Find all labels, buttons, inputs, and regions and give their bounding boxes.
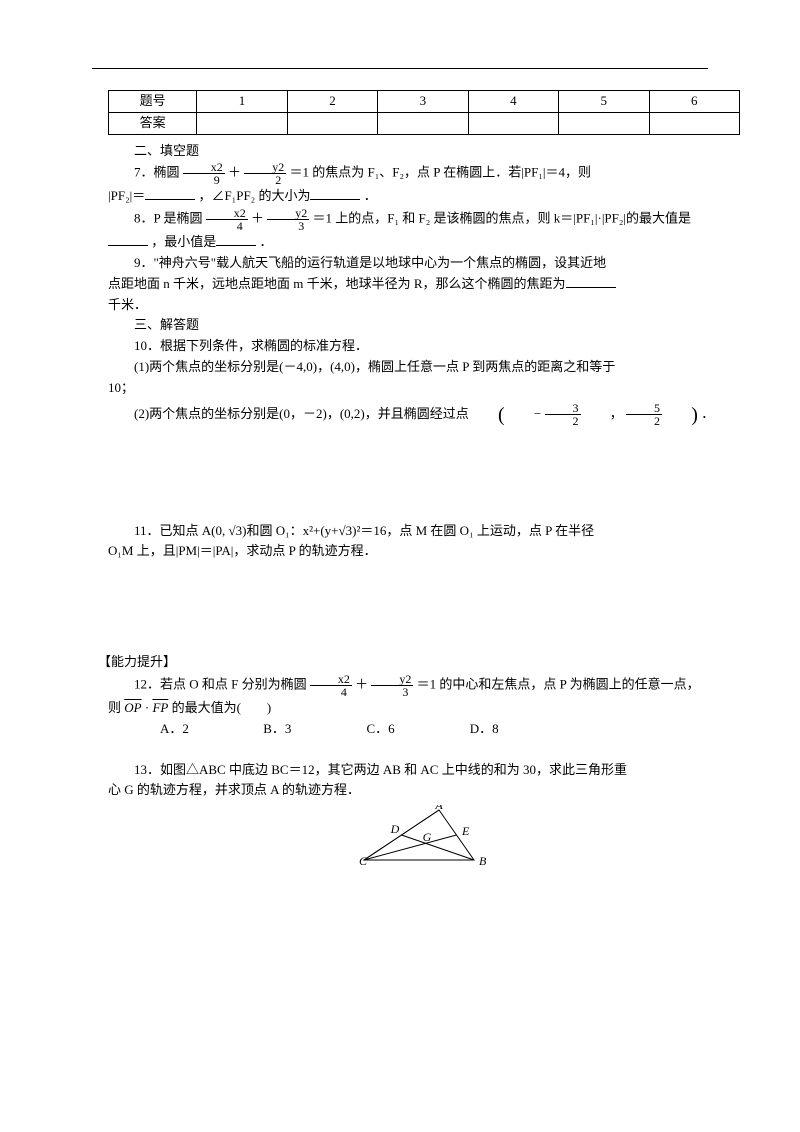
plus-sign: ＋ xyxy=(228,165,241,180)
table-row: 题号 1 2 3 4 5 6 xyxy=(109,91,740,113)
q12-l2b: 的最大值为( ) xyxy=(172,700,272,715)
frac: 32 xyxy=(545,402,581,427)
q8-mid: ＝1 上的点，F₁ 和 F₂ 是该椭圆的焦点，则 k＝|PF₁|·|PF₂|的最… xyxy=(313,211,692,226)
lbl-g: G xyxy=(423,830,432,844)
blank-field xyxy=(108,233,148,246)
table-row: 答案 xyxy=(109,112,740,134)
q9-l1: 9．"神舟六号"载人航天飞船的运行轨道是以地球中心为一个焦点的椭圆，设其近地 xyxy=(108,253,740,274)
q7-l2c: ． xyxy=(364,188,377,203)
q13-l1: 13．如图△ABC 中底边 BC＝12，其它两边 AB 和 AC 上中线的和为 … xyxy=(108,760,740,781)
blank-field xyxy=(216,233,256,246)
neg-sign: − xyxy=(508,404,541,425)
plus-sign: ＋ xyxy=(355,676,368,691)
th-3: 3 xyxy=(378,91,468,113)
th-2: 2 xyxy=(287,91,377,113)
opt-a: A．2 xyxy=(134,719,234,740)
q10-p2a: (2)两个焦点的坐标分别是(0，－2)，(0,2)，并且椭圆经过点 xyxy=(134,406,469,421)
lbl-a: A xyxy=(434,805,443,812)
opt-c: C．6 xyxy=(341,719,441,740)
lbl-c: C xyxy=(359,854,368,868)
plus-sign: ＋ xyxy=(251,211,264,226)
q12-pre: 12．若点 O 和点 F 分别为椭圆 xyxy=(134,676,307,691)
section-solve: 三、解答题 xyxy=(108,315,740,336)
frac: y23 xyxy=(371,673,413,698)
frac: x24 xyxy=(206,207,248,232)
q7-l2a: |PF₂|＝ xyxy=(108,188,145,203)
whitespace-gap xyxy=(108,740,740,760)
q10-p2: (2)两个焦点的坐标分别是(0，－2)，(0,2)，并且椭圆经过点 ( − 32… xyxy=(108,399,740,431)
q9-l2: 点距地面 n 千米，远地点距地面 m 千米，地球半径为 R，那么这个椭圆的焦距为 xyxy=(108,274,740,295)
th-4: 4 xyxy=(468,91,558,113)
section-fill-blanks: 二、填空题 xyxy=(108,141,740,162)
frac: y22 xyxy=(244,161,286,186)
q7-l2b: ，∠F₁PF₂ 的大小为 xyxy=(198,188,310,203)
q8-pre: 8．P 是椭圆 xyxy=(134,211,203,226)
document-body: 题号 1 2 3 4 5 6 答案 二、填空题 7．椭圆 x29 ＋ y22 ＝… xyxy=(108,90,740,870)
q9-l2a: 点距地面 n 千米，远地点距地面 m 千米，地球半径为 R，那么这个椭圆的焦距为 xyxy=(108,276,566,291)
blank-field xyxy=(566,275,616,288)
lbl-e: E xyxy=(461,824,470,838)
q8-line2: ，最小值是 ． xyxy=(108,232,740,253)
whitespace-gap xyxy=(108,562,740,652)
lbl-b: B xyxy=(479,854,487,868)
opt-d: D．8 xyxy=(444,719,544,740)
q12-options: A．2 B．3 C．6 D．8 xyxy=(108,719,740,740)
blank-field xyxy=(145,187,195,200)
q7-line1: 7．椭圆 x29 ＋ y22 ＝1 的焦点为 F₁、F₂，点 P 在椭圆上．若|… xyxy=(108,161,740,186)
th-1: 1 xyxy=(197,91,287,113)
opt-b: B．3 xyxy=(237,719,337,740)
frac: y23 xyxy=(267,207,309,232)
q11-l1: 11．已知点 A(0, √3)和圆 O₁：x²+(y+√3)²＝16，点 M 在… xyxy=(108,521,740,542)
q12-l2a: 则 xyxy=(108,700,121,715)
ans-cell xyxy=(287,112,377,134)
vector-op: OP xyxy=(124,700,141,715)
q12-line1: 12．若点 O 和点 F 分别为椭圆 x24 ＋ y23 ＝1 的中心和左焦点，… xyxy=(108,673,740,698)
q10-p1a: (1)两个焦点的坐标分别是(－4,0)，(4,0)，椭圆上任意一点 P 到两焦点… xyxy=(108,357,740,378)
top-horizontal-rule xyxy=(92,68,708,69)
comma: ， xyxy=(584,404,623,425)
ans-cell xyxy=(378,112,468,134)
ans-cell xyxy=(559,112,649,134)
q8-tail: ，最小值是 xyxy=(151,234,216,249)
triangle-lines xyxy=(364,810,474,860)
q10-p1b: 10； xyxy=(108,378,740,399)
point-paren: ) xyxy=(665,399,698,431)
q13-l2: 心 G 的轨迹方程，并求顶点 A 的轨迹方程． xyxy=(108,780,740,801)
q10-p2b: ． xyxy=(701,406,714,421)
frac: x29 xyxy=(183,161,225,186)
q7-mid1: ＝1 的焦点为 F₁、F₂，点 P 在椭圆上．若|PF₁|＝4，则 xyxy=(290,165,591,180)
th-label: 题号 xyxy=(109,91,197,113)
q12-line2: 则 OP · FP 的最大值为( ) xyxy=(108,698,740,719)
ans-cell xyxy=(197,112,287,134)
lbl-d: D xyxy=(390,822,400,836)
q7-pre: 7．椭圆 xyxy=(134,165,180,180)
section-ability: 【能力提升】 xyxy=(98,652,740,673)
answer-table: 题号 1 2 3 4 5 6 答案 xyxy=(108,90,740,135)
blank-field xyxy=(310,187,360,200)
th-6: 6 xyxy=(649,91,739,113)
ans-cell xyxy=(649,112,739,134)
frac: 52 xyxy=(626,402,662,427)
th-5: 5 xyxy=(559,91,649,113)
q8-end: ． xyxy=(260,234,273,249)
q11-l2: O₁M 上，且|PM|＝|PA|，求动点 P 的轨迹方程． xyxy=(108,541,740,562)
answer-label: 答案 xyxy=(109,112,197,134)
q8-line1: 8．P 是椭圆 x24 ＋ y23 ＝1 上的点，F₁ 和 F₂ 是该椭圆的焦点… xyxy=(108,207,740,232)
triangle-diagram: A B C D E G xyxy=(359,805,489,870)
q7-line2: |PF₂|＝ ，∠F₁PF₂ 的大小为 ． xyxy=(108,186,740,207)
frac: x24 xyxy=(310,673,352,698)
point-paren: ( xyxy=(472,399,505,431)
q9-l3: 千米． xyxy=(108,295,740,316)
q10-head: 10．根据下列条件，求椭圆的标准方程． xyxy=(108,336,740,357)
ans-cell xyxy=(468,112,558,134)
whitespace-gap xyxy=(108,431,740,521)
q12-mid: ＝1 的中心和左焦点，点 P 为椭圆上的任意一点， xyxy=(417,676,700,691)
vector-fp: FP xyxy=(152,700,168,715)
